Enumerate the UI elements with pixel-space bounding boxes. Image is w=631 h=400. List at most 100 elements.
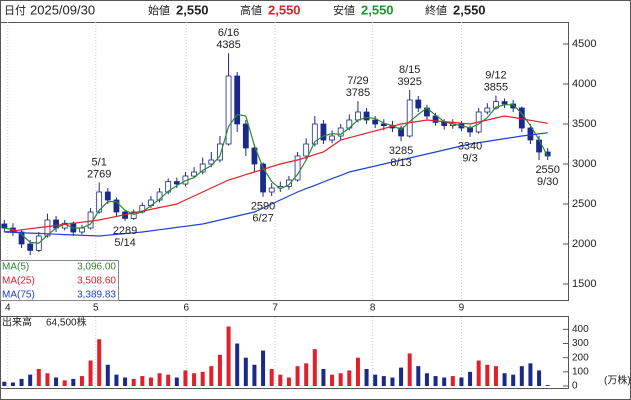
annotation: 6/16: [218, 27, 239, 39]
header-label: 始値: [148, 3, 170, 17]
candle-body: [44, 219, 51, 237]
candle-body: [432, 115, 439, 123]
candle-body: [191, 171, 197, 177]
candle-body: [199, 163, 206, 173]
volume-bar: [355, 357, 360, 386]
volume-bar: [399, 367, 404, 386]
candle-body: [113, 199, 120, 213]
annotation: 5/14: [114, 237, 135, 249]
y-tick-label: 4500: [572, 38, 596, 50]
candle-body: [363, 111, 370, 121]
volume-bar: [62, 380, 67, 386]
volume-bar: [183, 370, 188, 386]
header-label: 高値: [240, 3, 262, 17]
candle-body: [484, 107, 491, 113]
volume-bar: [71, 378, 76, 386]
volume-bar: [485, 364, 490, 386]
candle-body: [286, 179, 292, 187]
volume-bar: [330, 374, 335, 386]
y-tick-label: 300: [572, 338, 589, 349]
candle-body: [217, 143, 223, 161]
volume-bar: [243, 357, 248, 386]
ma-line: [4, 104, 549, 244]
volume-bar: [424, 373, 429, 386]
volume-bar: [459, 377, 464, 386]
volume-bar: [123, 377, 128, 386]
volume-bar: [511, 374, 516, 386]
candle-body: [130, 211, 137, 219]
volume-bar: [97, 339, 102, 386]
header-value: 2,550: [361, 2, 394, 17]
annotation: 3785: [346, 87, 370, 99]
annotation: 8/15: [399, 64, 420, 76]
volume-bar: [209, 366, 214, 386]
candle-body: [156, 191, 163, 201]
volume-bar: [166, 374, 171, 386]
candle-body: [355, 111, 361, 121]
y-tick-label: 100: [572, 366, 589, 377]
candle-body: [18, 231, 25, 245]
legend-value: 3,508.60: [77, 276, 116, 287]
volume-bar: [114, 374, 119, 386]
annotation: 7/29: [347, 75, 368, 87]
header-value: 2,550: [176, 2, 209, 17]
header-label: 日付: [4, 4, 26, 17]
candle-body: [260, 163, 266, 193]
annotation: 8/13: [390, 157, 411, 169]
volume-bar: [528, 363, 533, 386]
legend-value: 3,389.83: [77, 290, 116, 301]
volume-unit: (万株): [604, 374, 631, 387]
ma-legend-box: [0, 260, 119, 301]
candle-body: [251, 147, 258, 165]
volume-bar: [433, 376, 438, 386]
volume-bar: [545, 385, 550, 386]
volume-bar: [468, 371, 473, 386]
candle-body: [415, 99, 422, 109]
header-date: 2025/09/30: [30, 2, 95, 17]
candle-body: [104, 191, 111, 201]
candle-body: [510, 103, 517, 109]
volume-bar: [286, 377, 291, 386]
volume-value: 64,500株: [46, 316, 87, 329]
volume-bar: [261, 350, 266, 386]
volume-bar: [200, 371, 205, 386]
volume-bar: [269, 369, 274, 386]
x-tick-label: 6: [184, 303, 190, 314]
header-label: 安値: [333, 3, 355, 17]
volume-bar: [54, 377, 59, 386]
volume-bar: [476, 360, 481, 386]
volume-bar: [502, 373, 507, 386]
volume-bar: [312, 349, 317, 386]
candle-body: [372, 119, 379, 125]
header-value: 2,550: [453, 2, 486, 17]
volume-bar: [140, 376, 145, 386]
annotation: 3925: [397, 76, 421, 88]
volume-bar: [226, 326, 231, 386]
candle-body: [441, 122, 448, 127]
volume-bar: [157, 373, 162, 386]
volume-bar: [45, 373, 50, 386]
volume-bar: [390, 377, 395, 386]
volume-bar: [338, 373, 343, 386]
y-tick-label: 400: [572, 324, 589, 335]
candle-body: [87, 211, 94, 229]
annotation: 3340: [458, 141, 482, 153]
y-tick-label: 2000: [572, 238, 596, 250]
candle-body: [225, 75, 232, 145]
y-tick-label: 200: [572, 352, 589, 363]
candle-body: [527, 127, 534, 141]
candle-body: [501, 101, 508, 105]
volume-bar: [131, 378, 136, 386]
candle-body: [303, 143, 310, 157]
annotation: 4385: [216, 39, 240, 51]
legend-name: MA(75): [2, 290, 35, 301]
annotation: 9/30: [537, 176, 558, 188]
volume-bar: [442, 377, 447, 386]
candle-body: [242, 123, 249, 149]
candle-body: [294, 155, 301, 181]
annotation: 2289: [113, 225, 137, 237]
ma-line: [4, 115, 548, 233]
volume-bar: [235, 343, 240, 386]
